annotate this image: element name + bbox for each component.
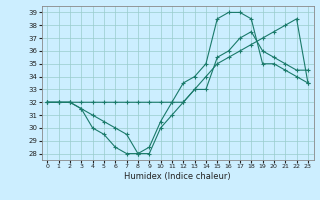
X-axis label: Humidex (Indice chaleur): Humidex (Indice chaleur) — [124, 172, 231, 181]
